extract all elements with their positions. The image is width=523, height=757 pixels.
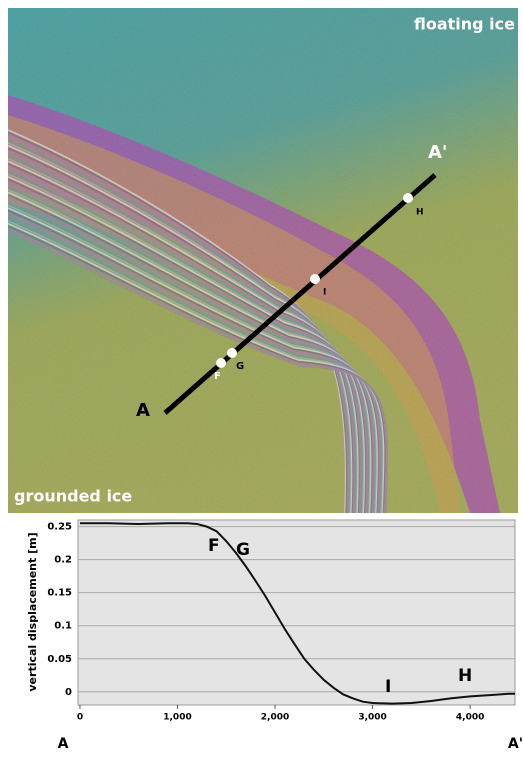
y-axis-label: vertical displacement [m] (26, 532, 39, 691)
top-label: floating ice (414, 15, 515, 34)
point-label: G (236, 361, 244, 372)
profile-end: A' (428, 142, 447, 163)
bottom-label: grounded ice (14, 487, 132, 506)
data-line (79, 522, 515, 705)
x-tick-label: 3,000 (358, 713, 386, 723)
x-tick-label: 0 (77, 713, 83, 723)
x-tick-label: 1,000 (163, 713, 191, 723)
annotation: H (458, 666, 472, 686)
x-end-label: A' (508, 736, 523, 752)
x-tick-label: 4,000 (456, 713, 484, 723)
interferogram (8, 8, 518, 513)
point-label: H (416, 208, 424, 218)
x-tick-label: 2,000 (261, 713, 289, 723)
y-tick-label: 0.05 (47, 654, 72, 665)
profile-start: A (136, 400, 150, 421)
y-tick-label: 0.25 (47, 522, 72, 533)
point-label: I (323, 288, 326, 298)
point-label: F (214, 371, 221, 382)
profile (163, 173, 437, 415)
y-tick-label: 0.15 (47, 588, 72, 599)
plot-area (77, 519, 516, 706)
annotation: I (385, 677, 391, 697)
annotation: G (236, 540, 250, 560)
y-tick-label: 0.2 (54, 555, 72, 566)
annotation: F (208, 536, 220, 556)
x-end-label: A (58, 736, 69, 752)
y-tick-label: 0 (65, 687, 72, 698)
y-tick-label: 0.1 (54, 621, 72, 632)
